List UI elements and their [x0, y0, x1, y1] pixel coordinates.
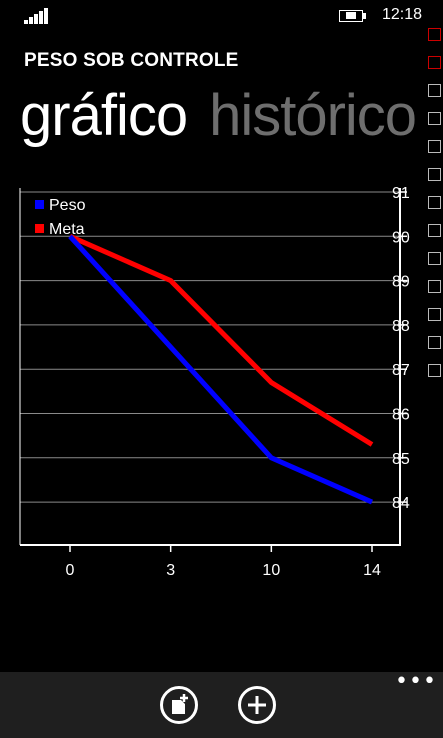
signal-strength-icon	[24, 8, 50, 24]
x-tick-label: 0	[66, 562, 75, 579]
battery-charging-icon	[339, 10, 369, 23]
pivot-item-historico[interactable]: histórico	[209, 83, 417, 148]
app-bar: •••	[0, 669, 443, 738]
y-tick-label: 88	[392, 318, 410, 335]
y-tick-label: 87	[392, 362, 410, 379]
add-note-icon	[172, 694, 188, 714]
series-line-peso	[68, 234, 374, 505]
x-tick-labels: 0 3 10 14	[66, 545, 381, 579]
y-tick-label: 85	[392, 451, 410, 468]
pivot-header: gráfico histórico	[20, 82, 420, 162]
edge-decoration	[424, 28, 443, 398]
series-lines	[68, 234, 374, 505]
pivot-item-grafico[interactable]: gráfico	[20, 83, 188, 148]
app-title: PESO SOB CONTROLE	[24, 50, 239, 71]
chart-grid	[20, 191, 400, 503]
x-tick-label: 3	[166, 562, 175, 579]
legend-label-peso: Peso	[49, 197, 86, 214]
add-note-button[interactable]	[160, 686, 198, 724]
y-tick-label: 84	[392, 495, 410, 512]
series-line-meta	[68, 234, 374, 447]
y-tick-label: 91	[392, 185, 410, 202]
chart-legend: Peso Meta	[35, 197, 86, 238]
add-icon	[248, 696, 266, 714]
x-tick-label: 10	[262, 562, 280, 579]
x-tick-label: 14	[363, 562, 381, 579]
status-time: 12:18	[382, 6, 423, 23]
weight-chart: 91 90 89 88 87 86 85 84 0 3 10 14 Peso Meta	[19, 185, 410, 579]
y-tick-label: 90	[392, 229, 410, 246]
y-tick-labels: 91 90 89 88 87 86 85 84	[392, 185, 410, 512]
y-tick-label: 86	[392, 407, 410, 424]
add-button[interactable]	[238, 686, 276, 724]
legend-swatch-peso	[35, 200, 44, 209]
more-ellipsis-icon[interactable]: •••	[395, 669, 437, 694]
y-tick-label: 89	[392, 274, 410, 291]
status-bar: 12:18	[0, 0, 443, 32]
legend-label-meta: Meta	[49, 221, 85, 238]
legend-swatch-meta	[35, 224, 44, 233]
